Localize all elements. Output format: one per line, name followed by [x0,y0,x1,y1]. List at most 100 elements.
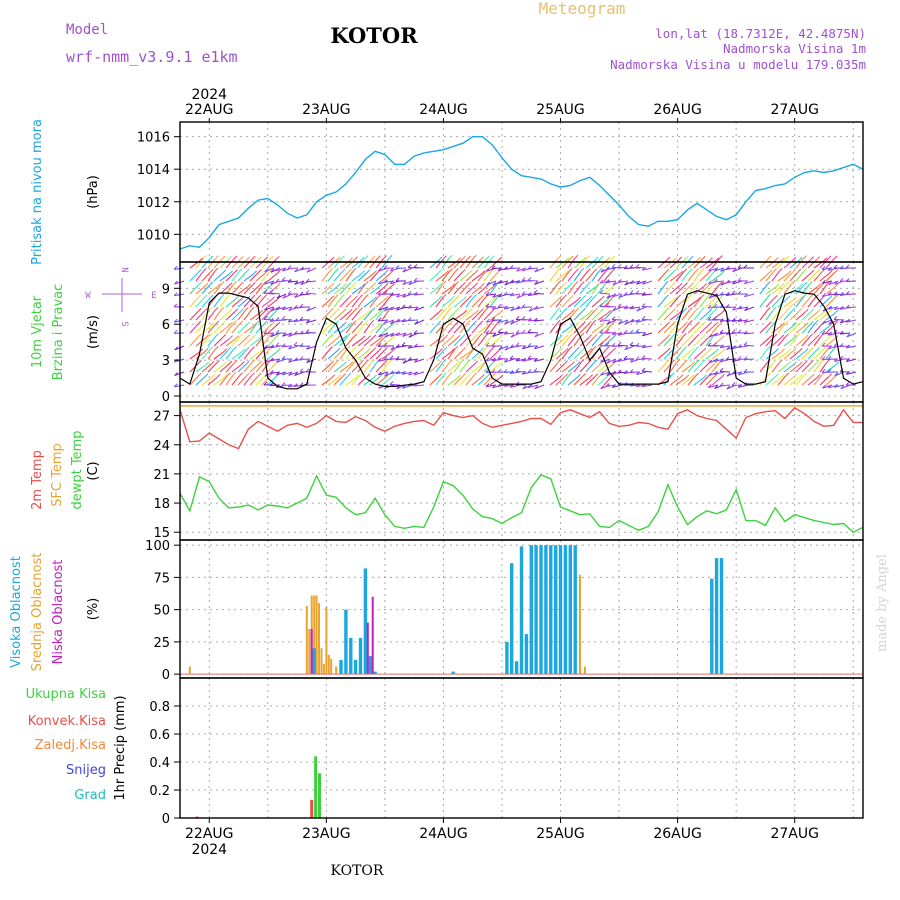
wind-barb [795,284,805,295]
wind-barb [573,362,582,373]
wind-barb-flag [281,382,286,386]
wind-barb-flag [743,319,748,323]
wind-barb-flag [300,281,305,285]
wind-barb-flag [833,264,838,269]
wind-barb [681,377,692,386]
wind-barb-flag [210,360,215,365]
wind-barb [642,332,653,337]
wind-barb [606,319,617,325]
wind-barb [201,363,212,373]
wind-barb [225,311,236,321]
wind-barb [243,284,253,295]
wind-barb [528,293,539,297]
wind-barb-flag [522,385,527,390]
wind-barb [375,377,386,386]
wind-barb [711,362,720,373]
wind-barb-flag [810,360,814,364]
wind-barb-flag [574,280,579,285]
wind-barb-flag [715,257,719,262]
wind-barb [402,267,413,273]
bar-high_cloud [349,638,353,675]
wind-barb-flag [275,342,280,347]
wind-barb-flag [641,266,646,271]
wind-barb-flag [390,322,395,326]
wind-barb [771,297,781,308]
wind-barb [603,337,614,347]
wind-barb-flag [839,277,844,282]
wind-barb-flag [211,322,215,327]
wind-barb [681,323,690,334]
wind-barb-flag [635,263,640,268]
wind-barb-flag [732,268,737,272]
wind-barb-flag [269,382,274,387]
wind-barb-flag [563,281,567,286]
wind-barb [261,348,270,360]
wind-barb-flag [229,270,233,275]
wind-barb-flag [509,383,514,388]
wind-barb [225,338,236,347]
wind-barb [813,297,823,308]
wind-barb [675,377,687,386]
wind-barb-flag [533,289,538,294]
wind-barb-flag [466,320,471,324]
wind-barb [453,271,463,282]
wind-barb-flag [209,294,214,299]
panel-frame-precip [179,677,864,819]
wind-barb [357,284,366,295]
wind-barb-flag [499,361,503,365]
wind-barb [447,348,456,360]
wind-barb-flag [564,334,569,339]
wind-barb [705,284,714,295]
wind-barb [777,351,789,360]
wind-barb-flag [833,343,838,347]
wind-barb [225,298,236,308]
wind-barb [201,258,211,269]
wind-barb [486,280,497,286]
wind-barb [636,384,647,388]
wind-barb-flag [486,281,491,286]
wind-barb [189,336,199,347]
wind-barb [435,273,446,282]
wind-barb-flag [713,341,718,346]
wind-barb-flag [599,289,604,294]
wind-barb [726,371,737,377]
wind-barb-flag [364,294,369,298]
wind-barb [471,298,481,308]
wind-barb-flag [474,334,478,338]
wind-barb-flag [828,281,833,286]
wind-barb-flag [623,355,628,360]
wind-barb-flag [575,346,580,351]
wind-barb [441,309,450,321]
wind-barb [363,337,374,347]
wind-barb [846,371,857,375]
wind-barb-flag [533,368,538,372]
wind-barb-flag [636,371,640,375]
wind-barb [813,323,823,334]
wind-barb-flag [263,320,268,325]
wind-barb-flag [438,360,443,365]
wind-barb [555,363,565,373]
wind-barb-flag [238,268,243,272]
wind-barb-flag [822,384,826,389]
wind-barb-flag [306,345,310,350]
wind-barb [237,375,247,386]
wind-barb-flag [691,361,695,366]
wind-barb-flag [492,294,496,298]
wind-barb-flag [684,256,689,261]
wind-barb [521,293,533,296]
wind-barb-flag [623,265,628,269]
wind-barb [441,374,450,386]
wind-barb-flag [305,329,310,333]
wind-barb-flag [809,294,814,299]
wind-barb [777,258,787,269]
wind-barb [255,284,264,295]
dewpt-label: dewpt Temp [70,430,85,509]
wind-barb-flag [384,319,388,324]
wind-barb [339,271,349,282]
wind-barb-flag [174,280,178,285]
wind-barb [504,319,515,325]
wind-barb [281,345,293,348]
wind-barb [201,349,211,360]
wind-barb-flag [834,372,839,377]
wind-barb [453,312,465,321]
